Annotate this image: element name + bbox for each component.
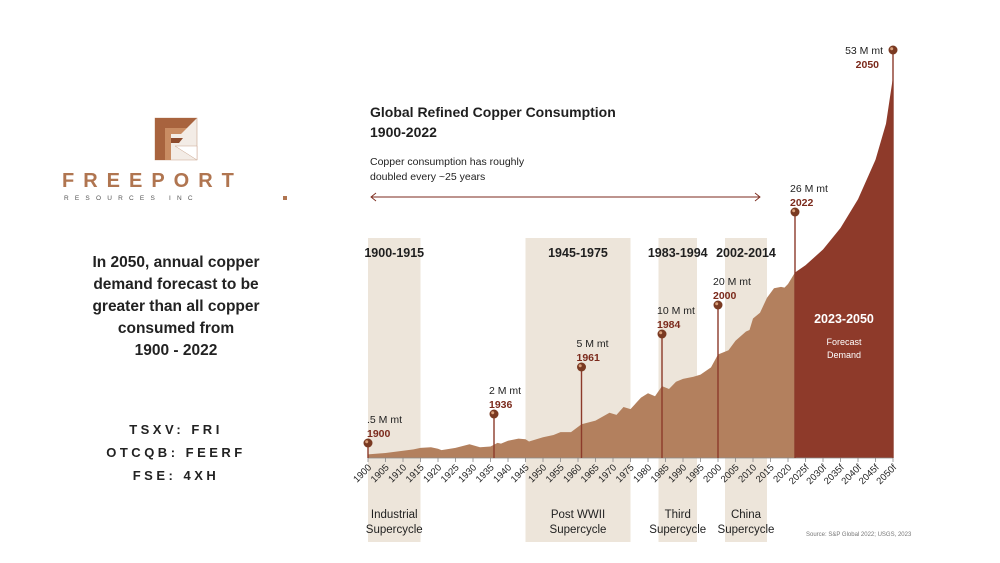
marker-year-label: 1900 — [367, 428, 391, 440]
x-tick-label: 1940 — [491, 462, 514, 485]
band-caption: Post WWII — [551, 509, 605, 521]
chart-note: doubled every ~25 years — [370, 171, 485, 183]
forecast-demand-area — [795, 77, 893, 458]
headline-line: consumed from — [117, 320, 235, 337]
chart-source: Source: S&P Global 2022; USGS, 2023 — [806, 532, 912, 538]
doubling-arrow-left-head — [370, 192, 377, 202]
band-caption: Third — [665, 509, 691, 521]
headline: In 2050, annual copper demand forecast t… — [70, 252, 282, 362]
forecast-label: Forecast — [826, 337, 862, 347]
band-1900-1915 — [368, 238, 421, 542]
headline-line: greater than all copper — [92, 298, 260, 315]
marker-year-label: 1984 — [657, 319, 681, 331]
band-period-label: 1945-1975 — [548, 246, 608, 260]
ticker-otcqb: OTCQB: FEERF — [106, 445, 246, 460]
x-tick-label: 1930 — [456, 462, 479, 485]
forecast-label: Demand — [827, 350, 861, 360]
brand-name: FREEPORT — [62, 170, 243, 192]
band-period-label: 2002-2014 — [716, 246, 776, 260]
marker-year-label: 1936 — [489, 399, 513, 411]
band-caption: Supercycle — [550, 524, 607, 536]
marker-year-label: 2022 — [790, 197, 814, 209]
marker-dot-highlight — [491, 411, 495, 415]
marker-dot — [888, 45, 898, 55]
marker-value-label: .5 M mt — [367, 414, 402, 426]
band-caption: Supercycle — [718, 524, 775, 536]
x-tick-label: 1935 — [474, 462, 497, 485]
x-tick-label: 1920 — [421, 462, 444, 485]
band-caption: China — [731, 509, 762, 521]
marker-dot-highlight — [715, 302, 719, 306]
marker-value-label: 2 M mt — [489, 385, 521, 397]
stock-tickers: TSXV: FRI OTCQB: FEERF FSE: 4XH — [70, 418, 282, 487]
ticker-tsxv: TSXV: FRI — [129, 422, 223, 437]
freeport-logo-icon — [154, 117, 198, 161]
x-tick-label: 1925 — [439, 462, 462, 485]
band-caption: Industrial — [371, 509, 418, 521]
marker-dot-highlight — [890, 47, 894, 51]
marker-year-label: 1961 — [577, 352, 601, 364]
band-period-label: 1983-1994 — [648, 246, 708, 260]
headline-line: demand forecast to be — [93, 276, 259, 293]
band-caption: Supercycle — [649, 524, 706, 536]
historical-consumption-area — [368, 272, 795, 458]
x-tick-label: 2000 — [701, 462, 724, 485]
marker-value-label: 10 M mt — [657, 305, 695, 317]
headline-line: 1900 - 2022 — [134, 342, 218, 359]
marker-value-label: 53 M mt — [845, 45, 883, 57]
x-tick-label: 2050f — [875, 462, 900, 487]
headline-line: In 2050, annual copper — [92, 254, 260, 271]
marker-dot-highlight — [365, 440, 369, 444]
brand-subtitle: RESOURCES INC — [64, 195, 199, 202]
x-tick-label: 1980 — [631, 462, 654, 485]
marker-dot-highlight — [578, 364, 582, 368]
marker-year-label: 2000 — [713, 290, 737, 302]
chart-title: Global Refined Copper Consumption — [370, 104, 616, 120]
band-period-label: 1900-1915 — [364, 246, 424, 260]
marker-value-label: 26 M mt — [790, 183, 828, 195]
brand-dot — [283, 196, 287, 200]
marker-value-label: 20 M mt — [713, 276, 751, 288]
band-caption: Supercycle — [366, 524, 423, 536]
chart-title: 1900-2022 — [370, 124, 437, 140]
marker-dot-highlight — [792, 209, 796, 213]
marker-dot-highlight — [659, 331, 663, 335]
forecast-period-label: 2023-2050 — [814, 312, 874, 326]
marker-year-label: 2050 — [856, 59, 880, 71]
marker-value-label: 5 M mt — [577, 338, 609, 350]
chart-note: Copper consumption has roughly — [370, 156, 525, 168]
ticker-fse: FSE: 4XH — [132, 468, 220, 483]
doubling-arrow-right-head — [754, 192, 761, 202]
band-1945-1975 — [525, 238, 631, 542]
